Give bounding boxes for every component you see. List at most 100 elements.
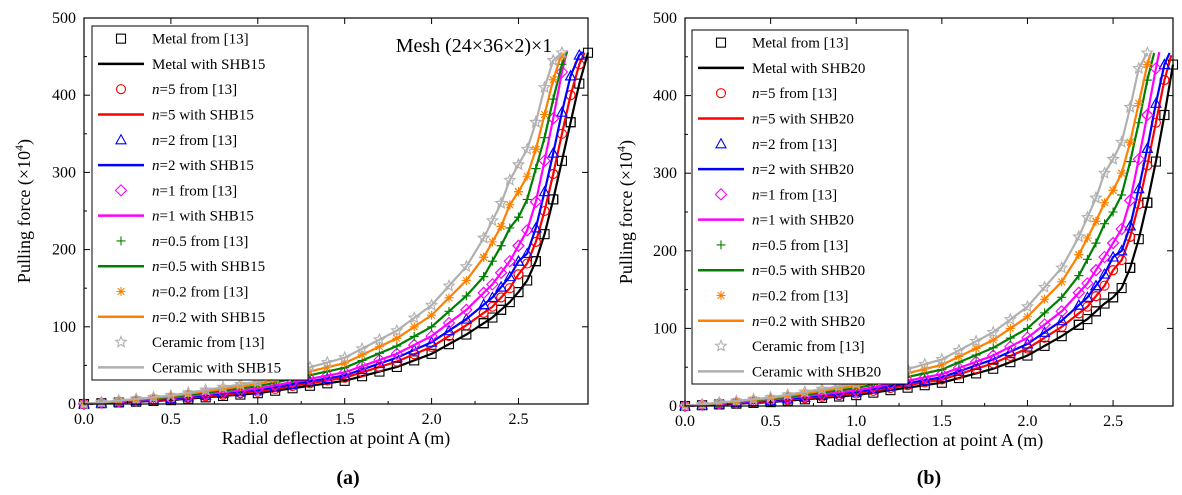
legend-label-value: =0.2 bbox=[760, 289, 787, 305]
data-point bbox=[505, 223, 515, 233]
legend-label: n=1 with SHB15 bbox=[152, 209, 254, 225]
legend-label-text: with SHB20 bbox=[775, 213, 853, 229]
data-point bbox=[1021, 337, 1034, 349]
legend-item: Metal from [13] bbox=[115, 32, 249, 48]
series-line-ceramic bbox=[83, 51, 563, 406]
legend-label-variable: n bbox=[152, 234, 160, 250]
data-point bbox=[1134, 98, 1144, 108]
legend-label-value: =2 bbox=[760, 137, 776, 153]
y-tick-label: 400 bbox=[653, 88, 677, 105]
data-point bbox=[531, 144, 541, 154]
data-point bbox=[1134, 118, 1144, 128]
legend-label-value: =1 bbox=[760, 213, 776, 229]
legend-item: n=0.5 from [13] bbox=[116, 234, 248, 250]
data-point bbox=[1082, 314, 1093, 325]
data-point bbox=[373, 353, 386, 367]
data-point bbox=[426, 348, 437, 359]
legend-item: n=2 from [13] bbox=[115, 133, 237, 149]
data-point bbox=[1125, 137, 1135, 147]
legend-item: n=0.2 with SHB15 bbox=[98, 310, 265, 326]
y-tick-label: 200 bbox=[52, 242, 76, 259]
data-point bbox=[564, 69, 577, 81]
legend-label-text: Ceramic with SHB20 bbox=[752, 364, 881, 380]
data-point bbox=[478, 318, 489, 329]
data-point bbox=[952, 361, 966, 375]
data-point bbox=[522, 194, 532, 204]
data-point bbox=[357, 350, 367, 360]
data-point bbox=[520, 142, 534, 155]
data-point bbox=[513, 212, 523, 222]
data-point bbox=[503, 270, 516, 282]
legend-label-value: =5 bbox=[160, 82, 176, 98]
data-point bbox=[817, 386, 827, 396]
y-axis-label: Pulling force (×104) bbox=[614, 140, 637, 284]
legend-label-text: with SHB20 bbox=[775, 162, 853, 178]
legend-label-text: from [13] bbox=[175, 133, 237, 149]
legend-label: n=2 from [13] bbox=[152, 133, 237, 149]
legend-label-variable: n bbox=[752, 314, 760, 330]
data-point bbox=[1125, 262, 1136, 273]
data-point bbox=[986, 325, 1000, 338]
legend-label: n=0.5 from [13] bbox=[752, 238, 848, 254]
legend-label-text: from [13] bbox=[775, 86, 837, 102]
data-point bbox=[1100, 219, 1110, 229]
legend-label: n=0.2 with SHB20 bbox=[752, 314, 865, 330]
data-point bbox=[1132, 152, 1146, 166]
legend-marker-swatch bbox=[714, 339, 728, 352]
legend-marker-swatch bbox=[715, 137, 727, 149]
data-point bbox=[1107, 250, 1120, 262]
data-point bbox=[1072, 298, 1085, 310]
y-axis-label-end: ) bbox=[616, 140, 637, 146]
data-point bbox=[969, 334, 983, 347]
data-point bbox=[1074, 271, 1084, 281]
y-axis-label: Pulling force (×104) bbox=[12, 139, 35, 283]
legend-label: n=1 with SHB20 bbox=[752, 213, 854, 229]
data-point bbox=[496, 304, 507, 315]
data-point bbox=[986, 349, 1000, 362]
data-point bbox=[1123, 100, 1137, 113]
data-point bbox=[1022, 323, 1032, 333]
data-point bbox=[129, 391, 143, 405]
chart-panel-b: 0.0 0.5 1.0 1.5 2.0 2.5 0 100 200 300 400 500 Radial… bbox=[614, 10, 1179, 489]
legend-label-variable: n bbox=[752, 137, 760, 153]
legend-label: Ceramic from [13] bbox=[752, 339, 864, 355]
legend-marker-swatch bbox=[115, 133, 127, 145]
data-point bbox=[539, 229, 550, 240]
legend-label-text: from [13] bbox=[787, 238, 849, 254]
legend-label-text: Ceramic with SHB15 bbox=[152, 360, 281, 376]
legend-label-text: Metal with SHB20 bbox=[752, 61, 865, 77]
data-point bbox=[374, 342, 384, 352]
legend-item: n=1 with SHB15 bbox=[98, 209, 254, 225]
legend-box bbox=[91, 25, 309, 381]
data-point bbox=[1082, 233, 1092, 243]
legend-item: n=1 with SHB20 bbox=[698, 213, 854, 229]
legend-marker-swatch bbox=[714, 188, 728, 201]
data-point bbox=[1097, 166, 1112, 179]
legend-label-value: =5 bbox=[760, 86, 776, 102]
data-point bbox=[477, 298, 490, 310]
data-point bbox=[920, 364, 930, 374]
legend-item: n=5 with SHB20 bbox=[698, 112, 854, 128]
data-point bbox=[460, 303, 473, 317]
data-point bbox=[1037, 280, 1052, 293]
data-point bbox=[392, 341, 402, 351]
data-point bbox=[1091, 216, 1101, 226]
legend-item: Ceramic with SHB15 bbox=[98, 360, 281, 376]
data-point bbox=[164, 388, 178, 402]
legend-label-text: with SHB15 bbox=[175, 108, 253, 124]
data-point bbox=[1125, 157, 1135, 167]
data-point bbox=[320, 355, 334, 369]
data-point bbox=[1132, 61, 1146, 75]
data-point bbox=[538, 185, 551, 197]
data-point bbox=[1022, 312, 1032, 322]
legend-label: n=0.5 with SHB20 bbox=[752, 263, 865, 279]
y-tick-label: 400 bbox=[52, 87, 76, 104]
data-point bbox=[146, 390, 161, 403]
legend-label-text: from [13] bbox=[175, 183, 237, 199]
data-point bbox=[1020, 299, 1035, 313]
legend-label-text: Ceramic from [13] bbox=[752, 339, 864, 355]
data-point bbox=[935, 352, 949, 366]
legend-label-value: =0.2 bbox=[760, 314, 787, 330]
data-point bbox=[218, 384, 228, 394]
legend-item: n=1 from [13] bbox=[114, 183, 237, 199]
